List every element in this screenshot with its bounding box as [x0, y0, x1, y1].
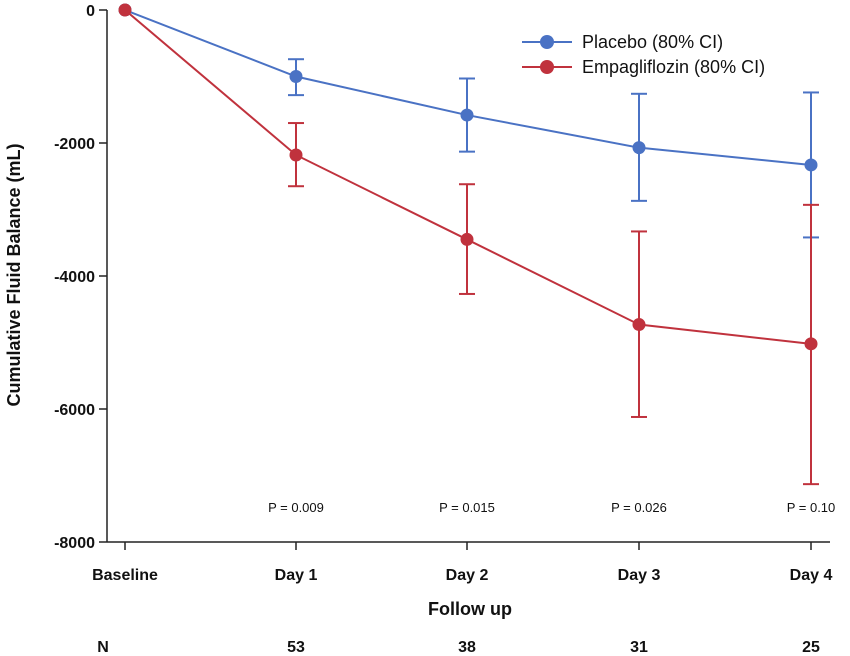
placebo-point: [289, 70, 303, 83]
legend-placebo-label: Placebo (80% CI): [582, 32, 723, 52]
n-value: 38: [458, 639, 476, 656]
y-tick-label: -2000: [54, 136, 95, 153]
p-value-label: P = 0.009: [268, 500, 324, 515]
empagliflozin-point: [460, 232, 474, 246]
n-value: 25: [802, 639, 820, 656]
x-tick-label: Day 2: [446, 567, 489, 584]
empagliflozin-point: [804, 337, 818, 351]
legend-placebo-marker: [540, 35, 554, 49]
x-tick-label: Baseline: [92, 567, 158, 584]
p-value-label: P = 0.10: [787, 500, 836, 515]
x-axis-title: Follow up: [428, 599, 512, 619]
empagliflozin-point: [118, 3, 132, 17]
y-tick-label: -8000: [54, 535, 95, 552]
x-tick-label: Day 1: [275, 567, 318, 584]
n-value: 31: [630, 639, 648, 656]
legend-empagliflozin-marker: [540, 60, 554, 74]
legend-empagliflozin-label: Empagliflozin (80% CI): [582, 57, 765, 77]
x-tick-label: Day 3: [618, 567, 661, 584]
n-value: 53: [287, 639, 305, 656]
placebo-point: [632, 141, 646, 155]
p-value-label: P = 0.015: [439, 500, 495, 515]
placebo-point: [804, 158, 818, 172]
x-tick-label: Day 4: [790, 567, 833, 584]
y-tick-label: -6000: [54, 402, 95, 419]
placebo-point: [460, 108, 474, 122]
empagliflozin-point: [632, 318, 646, 332]
y-tick-label: -4000: [54, 269, 95, 286]
empagliflozin-point: [289, 148, 303, 162]
y-axis-title: Cumulative Fluid Balance (mL): [4, 143, 24, 406]
chart-marks: 0 -2000 -4000 -6000 -8000 Baseline Day 1 Day 2 D…: [54, 3, 835, 656]
y-tick-label: 0: [86, 3, 95, 20]
p-value-label: P = 0.026: [611, 500, 667, 515]
n-row-label: N: [97, 639, 109, 656]
